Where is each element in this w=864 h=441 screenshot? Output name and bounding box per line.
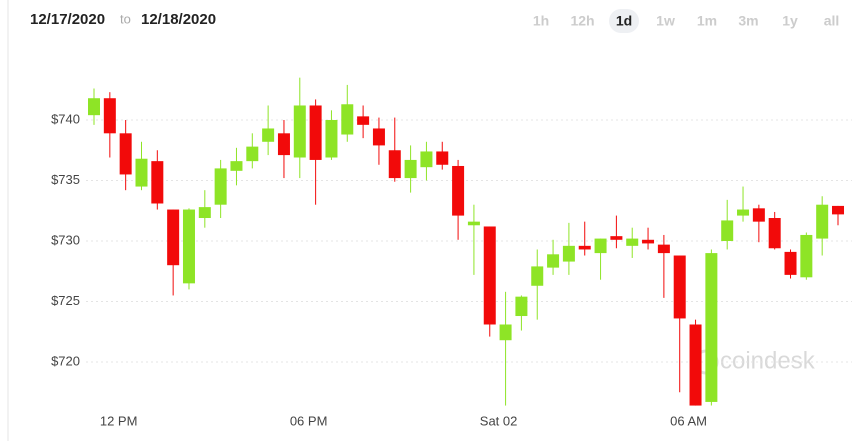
- candle-body: [816, 204, 829, 239]
- candle-body: [452, 165, 465, 216]
- x-tick-label: Sat 02: [480, 413, 518, 428]
- candle-body: [293, 105, 306, 158]
- candle-body: [689, 324, 702, 406]
- y-tick-label: $740: [51, 111, 80, 126]
- range-button[interactable]: 1h: [533, 13, 549, 29]
- candle-body: [182, 209, 195, 284]
- candle-body: [642, 239, 655, 244]
- range-button[interactable]: 1d: [616, 13, 632, 29]
- candle-body: [388, 150, 401, 179]
- candle-body: [214, 168, 227, 205]
- range-button[interactable]: 1w: [656, 13, 675, 29]
- candle-body: [404, 159, 417, 179]
- candle-body: [88, 98, 100, 116]
- candle-body: [372, 128, 385, 146]
- range-button[interactable]: 12h: [570, 13, 594, 29]
- candle-body: [531, 266, 544, 286]
- x-tick-label: 06 AM: [670, 413, 707, 428]
- candle-body: [752, 208, 765, 222]
- date-connector: to: [120, 11, 131, 26]
- candle-body: [721, 220, 734, 241]
- candle-body: [784, 251, 797, 275]
- candle-body: [626, 238, 639, 246]
- candle-body: [357, 116, 370, 125]
- start-date: 12/17/2020: [30, 11, 105, 28]
- candle-body: [705, 253, 718, 402]
- range-button[interactable]: 1m: [697, 13, 717, 29]
- candle-body: [610, 236, 623, 240]
- candle-body: [262, 128, 275, 142]
- x-tick-label: 06 PM: [290, 413, 328, 428]
- candle-body: [246, 146, 259, 162]
- candle-body: [515, 296, 528, 317]
- candle-body: [325, 120, 338, 158]
- candle-body: [594, 238, 607, 254]
- range-button[interactable]: 1y: [782, 13, 798, 29]
- candle-body: [768, 218, 781, 249]
- candle-body: [420, 151, 433, 168]
- candle-body: [230, 161, 243, 171]
- candle-body: [547, 254, 560, 268]
- candle-body: [167, 209, 180, 266]
- candle-body: [103, 98, 116, 134]
- candle-body: [467, 221, 480, 226]
- candle-body: [657, 244, 670, 254]
- y-tick-label: $720: [51, 353, 80, 368]
- candle-body: [673, 255, 686, 319]
- candle-body: [578, 245, 591, 250]
- candle-body: [832, 205, 845, 215]
- candle-body: [151, 161, 164, 204]
- candle-body: [562, 245, 575, 262]
- candle-body: [198, 207, 211, 219]
- range-button[interactable]: all: [824, 13, 840, 29]
- x-tick-label: 12 PM: [100, 413, 138, 428]
- y-tick-label: $735: [51, 172, 80, 187]
- y-tick-label: $725: [51, 293, 80, 308]
- candle-body: [277, 133, 290, 156]
- watermark-text: coindesk: [720, 347, 816, 374]
- candle-body: [341, 104, 354, 135]
- range-button[interactable]: 3m: [738, 13, 758, 29]
- candle-body: [499, 324, 512, 341]
- candle-body: [119, 133, 132, 175]
- candle-body: [135, 158, 148, 187]
- candle-body: [483, 226, 496, 325]
- candle-body: [800, 234, 813, 278]
- candle-body: [309, 105, 322, 160]
- candle-body: [737, 209, 750, 216]
- range-button-bg: [609, 9, 639, 33]
- y-tick-label: $730: [51, 232, 80, 247]
- end-date: 12/18/2020: [141, 11, 216, 28]
- candle-body: [436, 151, 449, 165]
